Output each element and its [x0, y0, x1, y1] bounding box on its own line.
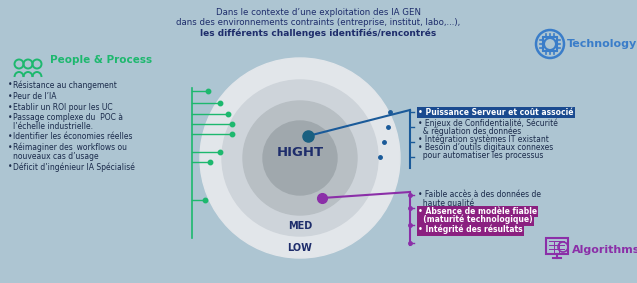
Text: & régulation des données: & régulation des données — [418, 126, 521, 136]
Text: •: • — [8, 132, 13, 141]
Text: • Absence de modèle fiable: • Absence de modèle fiable — [418, 207, 537, 216]
Text: People & Process: People & Process — [50, 55, 152, 65]
Text: Réimaginer des  workflows ou: Réimaginer des workflows ou — [13, 143, 127, 153]
Text: HIGHT: HIGHT — [276, 147, 324, 160]
Text: • Puissance Serveur et coût associé: • Puissance Serveur et coût associé — [418, 108, 573, 117]
Text: • Faible accès à des données de: • Faible accès à des données de — [418, 190, 541, 199]
Text: Passage complexe du  POC à: Passage complexe du POC à — [13, 113, 123, 122]
Circle shape — [243, 101, 357, 215]
Text: • Intégration systèmes IT existant: • Intégration systèmes IT existant — [418, 135, 549, 145]
Text: Identifier les économies réelles: Identifier les économies réelles — [13, 132, 132, 141]
Text: •: • — [8, 92, 13, 101]
Text: les différents challenges identifiés/rencontrés: les différents challenges identifiés/ren… — [200, 28, 436, 38]
Text: • Besoin d’outils digitaux connexes: • Besoin d’outils digitaux connexes — [418, 143, 554, 152]
Text: pour automatiser les processus: pour automatiser les processus — [418, 151, 543, 160]
Text: • Intégrité des résultats: • Intégrité des résultats — [418, 225, 522, 235]
Text: Etablir un ROI pour les UC: Etablir un ROI pour les UC — [13, 103, 113, 112]
Text: l’échelle industrielle.: l’échelle industrielle. — [13, 122, 93, 131]
Text: MED: MED — [288, 221, 312, 231]
Text: • Enjeux de Confidentialité, Sécurité: • Enjeux de Confidentialité, Sécurité — [418, 118, 558, 128]
Text: (maturité technologique): (maturité technologique) — [418, 215, 533, 224]
Text: LOW: LOW — [287, 243, 312, 253]
Text: Dans le contexte d’une exploitation des IA GEN: Dans le contexte d’une exploitation des … — [215, 8, 420, 17]
Text: Résistance au changement: Résistance au changement — [13, 80, 117, 89]
Text: •: • — [8, 80, 13, 89]
Text: Peur de l’IA: Peur de l’IA — [13, 92, 57, 101]
Circle shape — [263, 121, 337, 195]
Text: Déficit d’ingénieur IA Spécialisé: Déficit d’ingénieur IA Spécialisé — [13, 162, 135, 171]
Circle shape — [222, 80, 378, 236]
Text: nouveaux cas d’usage: nouveaux cas d’usage — [13, 152, 99, 161]
Text: Algorithms: Algorithms — [572, 245, 637, 255]
Text: haute qualité: haute qualité — [418, 198, 474, 207]
Text: •: • — [8, 113, 13, 122]
Text: •: • — [8, 103, 13, 112]
Text: •: • — [8, 162, 13, 171]
Text: Technology: Technology — [567, 39, 637, 49]
Circle shape — [200, 58, 400, 258]
Text: dans des environnements contraints (entreprise, institut, labo,...),: dans des environnements contraints (entr… — [176, 18, 460, 27]
Text: •: • — [8, 143, 13, 152]
